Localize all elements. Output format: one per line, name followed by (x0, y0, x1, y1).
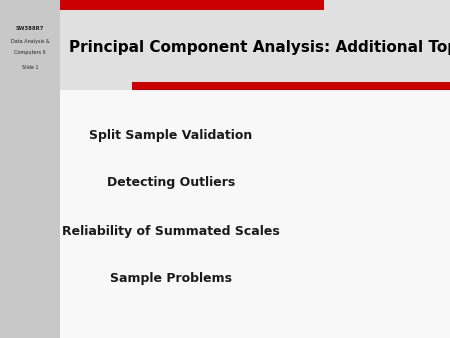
Text: Split Sample Validation: Split Sample Validation (90, 129, 252, 142)
Text: Sample Problems: Sample Problems (110, 272, 232, 285)
Text: Principal Component Analysis: Additional Topics: Principal Component Analysis: Additional… (69, 41, 450, 55)
Text: SW388R7: SW388R7 (16, 26, 44, 31)
Text: Slide 1: Slide 1 (22, 65, 38, 70)
Text: Reliability of Summated Scales: Reliability of Summated Scales (62, 225, 280, 238)
Text: Computers II: Computers II (14, 50, 46, 55)
Bar (0, 0, 60, 338)
Bar (60, 0, 324, 10)
Bar (60, 0, 450, 90)
Bar (132, 82, 450, 90)
Text: Detecting Outliers: Detecting Outliers (107, 176, 235, 189)
Text: Data Analysis &: Data Analysis & (11, 39, 49, 44)
